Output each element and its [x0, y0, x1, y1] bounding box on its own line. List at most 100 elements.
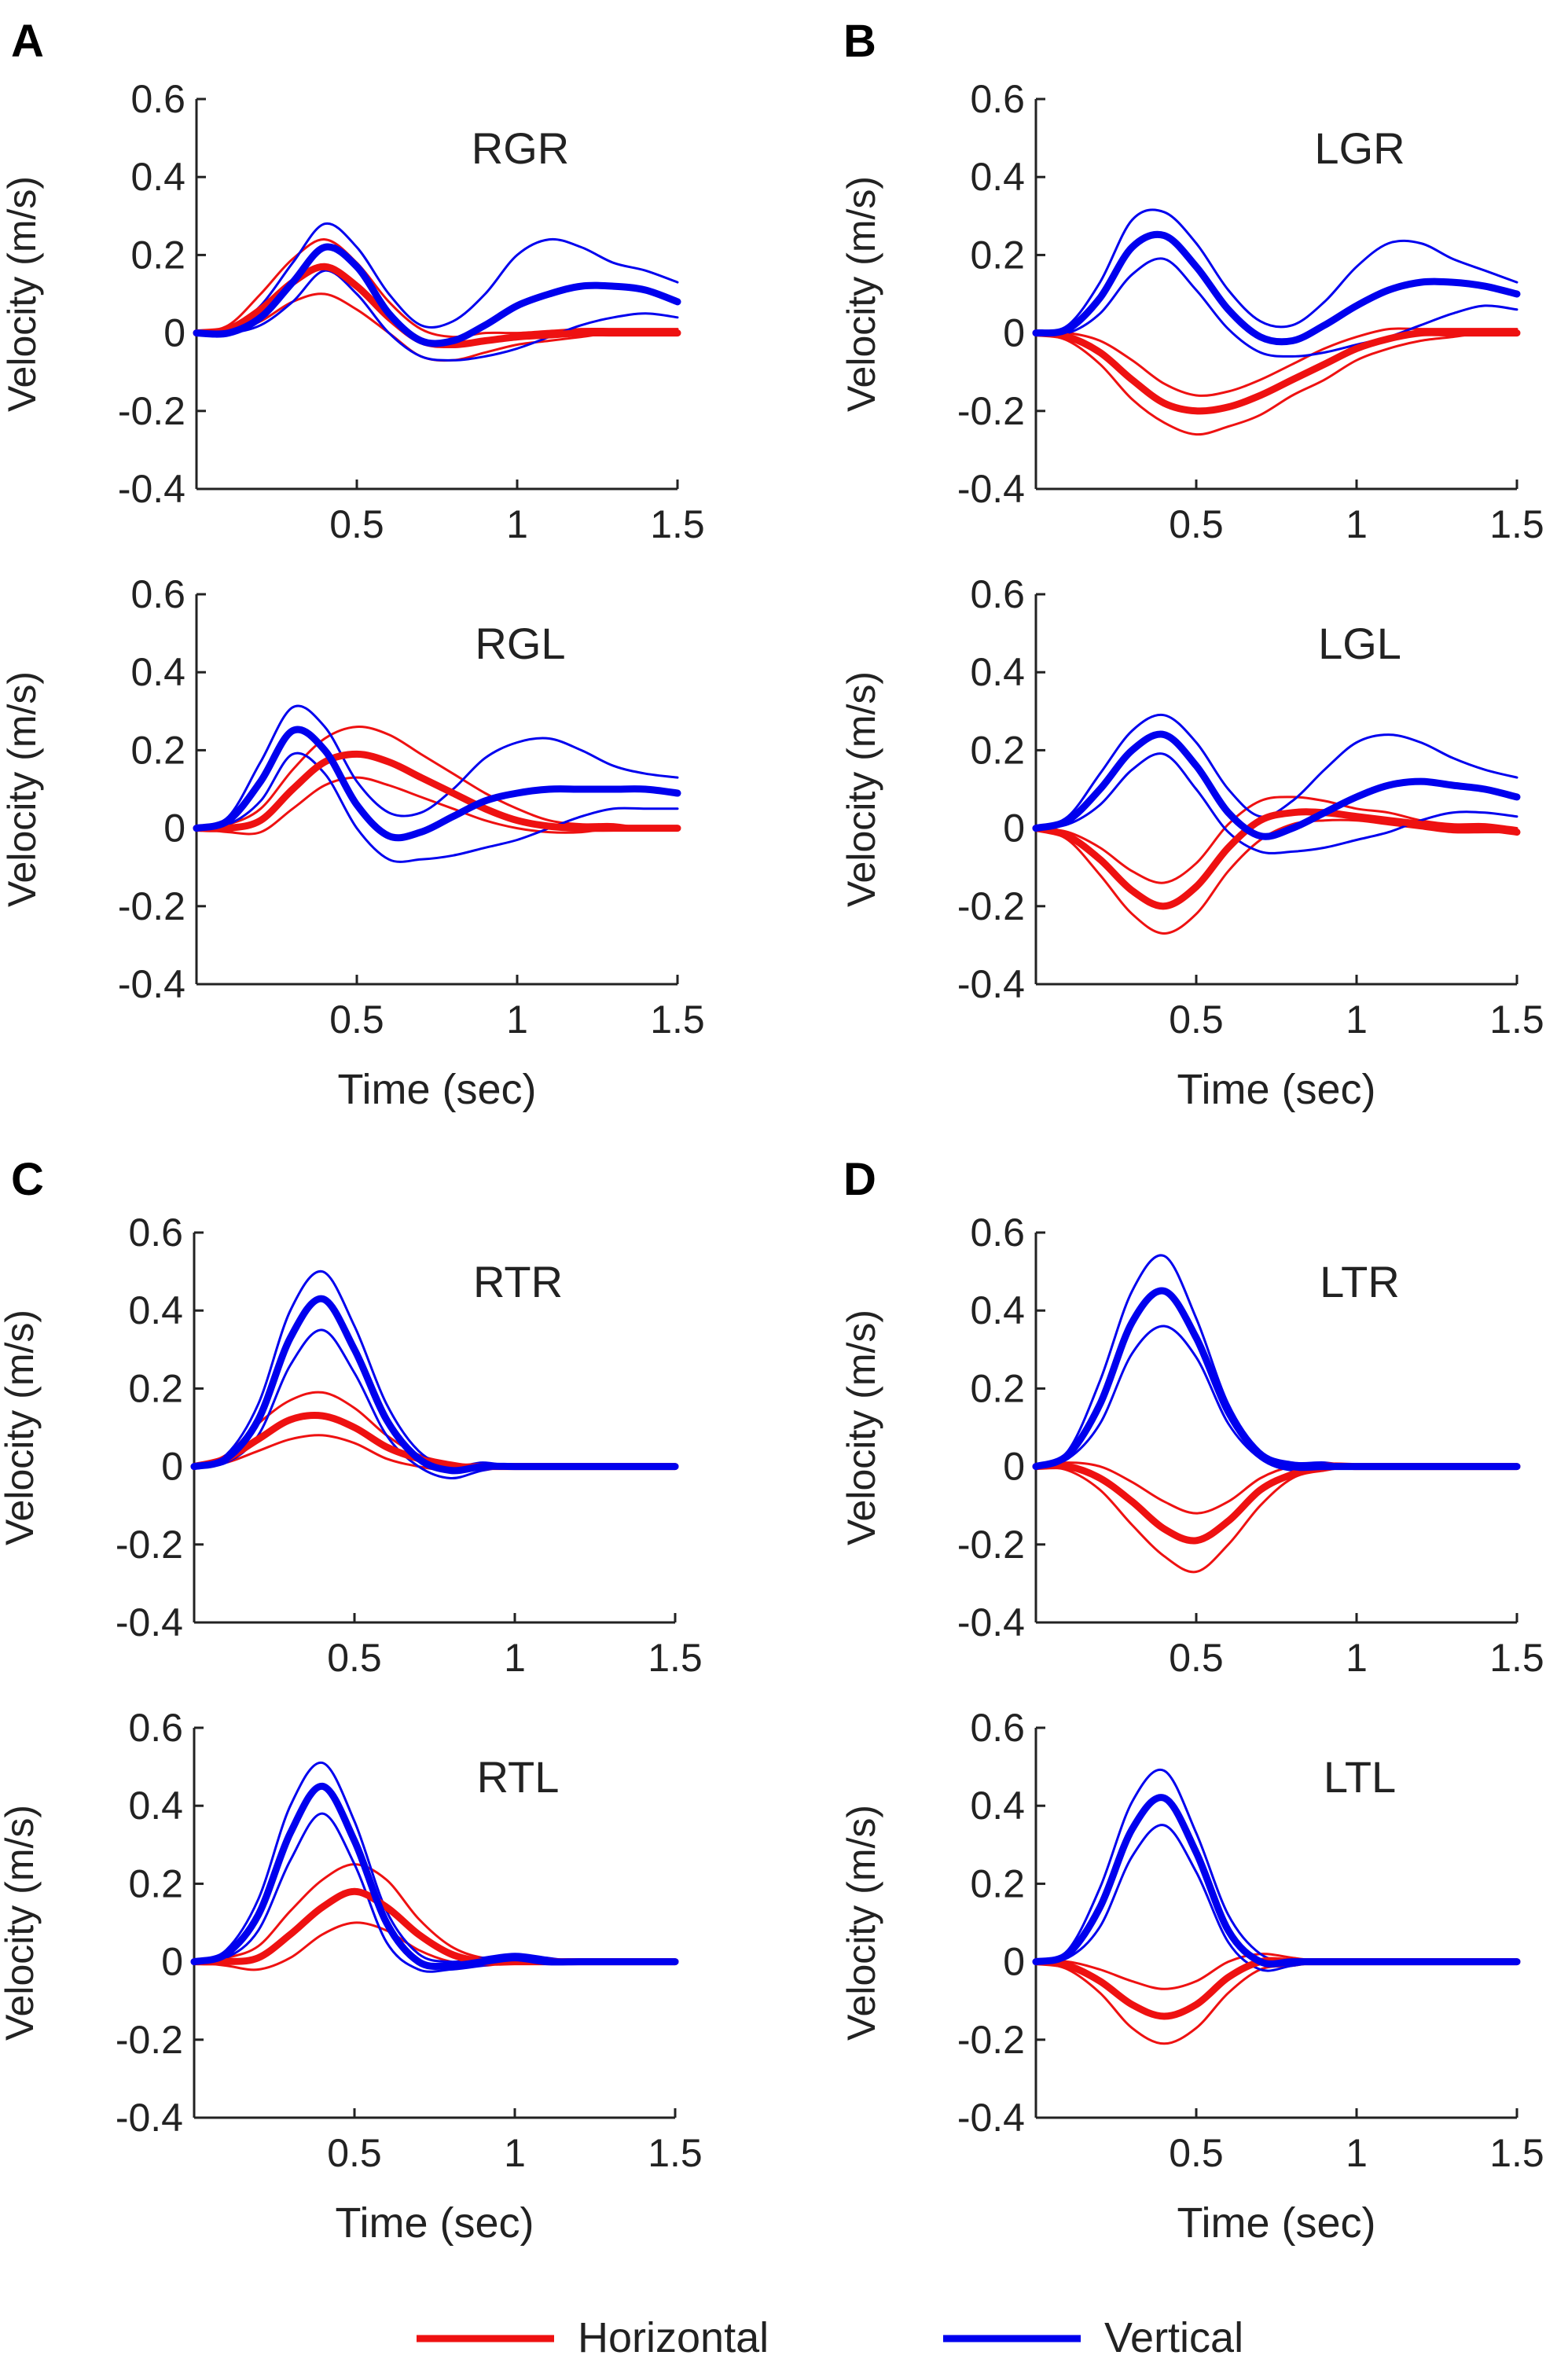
panel-letters: A B C D: [11, 16, 876, 1205]
series-vertical-mean: [193, 243, 681, 347]
y-tick-label: 0.2: [128, 1366, 183, 1410]
y-tick-label: -0.4: [957, 2096, 1025, 2140]
y-tick-label: 0.6: [128, 1211, 183, 1255]
series-vertical-mean: [1032, 1287, 1521, 1472]
chart-lgl: 0.6 0.4 0.2 0 -0.2 -0.4 0.5 1 1.5 Velocity (m/s) T…: [839, 572, 1544, 1113]
y-tick-label: 0.2: [970, 1366, 1025, 1410]
x-tick-label: 0.5: [1169, 502, 1224, 546]
y-tick-label: 0: [161, 1940, 183, 1984]
series-vertical-bound: [195, 751, 679, 863]
x-tick-label: 1.5: [648, 2131, 703, 2175]
series-vertical-bound: [1034, 208, 1518, 335]
y-tick-label: 0.4: [970, 155, 1025, 199]
series-vertical-mean: [1032, 230, 1521, 346]
y-tick-label: 0.6: [970, 572, 1025, 616]
series-horizontal-bound: [1034, 331, 1518, 436]
y-tick-label: 0: [161, 1445, 183, 1489]
y-tick-label: -0.2: [118, 884, 185, 928]
y-tick-label: 0: [1003, 807, 1025, 851]
y-tick-label: -0.2: [957, 2018, 1025, 2062]
chart-rgl: 0.6 0.4 0.2 0 -0.2 -0.4 0.5 1 1.5 Velocity (m/s) T…: [0, 572, 705, 1113]
chart-rtr: 0.6 0.4 0.2 0 -0.2 -0.4 0.5 1 1.5 Velocity (m/s) R…: [0, 1211, 703, 1680]
series-vertical-bound: [195, 704, 679, 830]
y-tick-label: 0.6: [970, 1211, 1025, 1255]
chart-title: LTR: [1320, 1257, 1400, 1306]
chart-rgr: 0.6 0.4 0.2 0 -0.2 -0.4 0.5 1 1.5 Velocity (m/s) R…: [0, 77, 705, 546]
y-tick-label: -0.4: [116, 1600, 183, 1644]
chart-lgr: 0.6 0.4 0.2 0 -0.2 -0.4 0.5 1 1.5 Velocity (m/s) L…: [839, 77, 1544, 546]
y-tick-label: 0.4: [130, 650, 185, 694]
x-axis-label: Time (sec): [338, 1066, 537, 1113]
series-vertical-bound: [195, 269, 679, 362]
x-tick-label: 0.5: [327, 2131, 382, 2175]
panel-letter-a: A: [11, 16, 44, 67]
y-tick-label: 0.4: [128, 1784, 183, 1828]
series-vertical-bound: [1034, 1254, 1518, 1468]
series-vertical-bound: [195, 222, 679, 335]
legend: Horizontal Vertical: [417, 2314, 1243, 2359]
x-tick-label: 1: [1346, 1636, 1368, 1680]
y-tick-label: -0.2: [957, 1523, 1025, 1567]
series-vertical-bound: [1034, 1325, 1518, 1472]
panel-letter-b: B: [843, 16, 876, 67]
y-tick-label: 0.2: [128, 1861, 183, 1905]
x-tick-label: 0.5: [1169, 2131, 1224, 2175]
chart-title: RGL: [475, 619, 565, 668]
x-tick-label: 1.5: [1489, 2131, 1544, 2175]
chart-rtl: 0.6 0.4 0.2 0 -0.2 -0.4 0.5 1 1.5 Velocity (m/s) T…: [0, 1706, 703, 2247]
x-tick-label: 1: [1346, 998, 1368, 1042]
x-tick-label: 1: [1346, 2131, 1368, 2175]
y-tick-label: 0.6: [130, 572, 185, 616]
y-tick-label: -0.2: [957, 884, 1025, 928]
series-horizontal-mean: [193, 750, 681, 832]
chart-ltl: 0.6 0.4 0.2 0 -0.2 -0.4 0.5 1 1.5 Velocity (m/s) T…: [839, 1706, 1544, 2247]
x-tick-label: 1: [504, 2131, 526, 2175]
y-tick-label: 0: [1003, 311, 1025, 355]
y-tick-label: -0.4: [116, 2096, 183, 2140]
x-tick-label: 0.5: [1169, 1636, 1224, 1680]
y-tick-label: 0: [1003, 1940, 1025, 1984]
panel-letter-d: D: [843, 1154, 876, 1205]
chart-title: LGL: [1318, 619, 1401, 668]
y-tick-label: -0.4: [118, 962, 185, 1006]
series-horizontal-bound: [1034, 1960, 1518, 2045]
y-axis-label: Velocity (m/s): [0, 176, 44, 412]
y-tick-label: -0.2: [957, 389, 1025, 433]
chart-title: LTL: [1324, 1752, 1396, 1802]
x-tick-label: 1: [506, 998, 528, 1042]
chart-title: RGR: [472, 123, 569, 173]
x-tick-label: 1.5: [650, 998, 705, 1042]
x-tick-label: 1: [504, 1636, 526, 1680]
series-horizontal-mean: [1032, 329, 1521, 415]
series-vertical-bound: [1034, 1768, 1518, 1964]
y-axis-label: Velocity (m/s): [0, 1310, 42, 1545]
y-tick-label: 0.6: [130, 77, 185, 121]
x-tick-label: 0.5: [327, 1636, 382, 1680]
series-horizontal-bound: [1034, 1461, 1518, 1515]
y-tick-label: 0.2: [970, 1861, 1025, 1905]
legend-horizontal-label: Horizontal: [578, 2314, 769, 2359]
x-tick-label: 0.5: [329, 502, 384, 546]
y-tick-label: 0: [163, 311, 185, 355]
x-tick-label: 1.5: [648, 1636, 703, 1680]
x-tick-label: 1.5: [1489, 1636, 1544, 1680]
y-tick-label: 0.4: [970, 1784, 1025, 1828]
series-vertical-bound: [193, 1762, 677, 1964]
series-vertical-bound: [1034, 257, 1518, 358]
series-horizontal-bound: [195, 726, 679, 830]
series-horizontal-bound: [1034, 327, 1518, 397]
y-axis-label: Velocity (m/s): [839, 1310, 883, 1545]
y-axis-label: Velocity (m/s): [0, 1805, 42, 2041]
series-horizontal-mean: [1032, 808, 1521, 910]
x-tick-label: 0.5: [1169, 998, 1224, 1042]
series-horizontal-bound: [195, 238, 679, 339]
y-tick-label: -0.4: [957, 467, 1025, 511]
y-tick-label: 0.2: [970, 233, 1025, 277]
y-tick-label: 0.4: [130, 155, 185, 199]
y-tick-label: 0.2: [130, 233, 185, 277]
series-vertical-mean: [1032, 730, 1521, 840]
y-tick-label: 0.4: [128, 1288, 183, 1332]
series-vertical-mean: [193, 726, 681, 842]
y-tick-label: 0.2: [970, 728, 1025, 772]
